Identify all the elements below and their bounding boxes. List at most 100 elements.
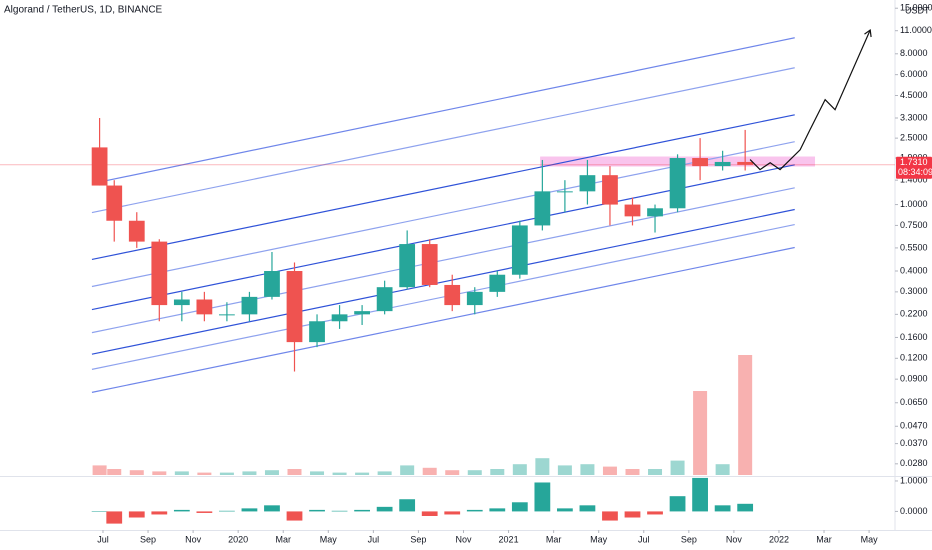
- oscillator-bar: [421, 511, 438, 516]
- y-tick-label: 4.5000: [900, 90, 928, 100]
- volume-bar: [332, 472, 347, 475]
- oscillator-bar: [196, 511, 213, 513]
- y-tick-label: 0.0280: [900, 458, 928, 468]
- candle-body: [602, 175, 618, 205]
- x-tick-label: Sep: [410, 534, 426, 544]
- candle-body: [173, 299, 190, 306]
- volume-bar: [490, 469, 505, 475]
- candle-body: [331, 314, 348, 322]
- osc-tick-label: 1.0000: [900, 475, 928, 485]
- oscillator-bar: [692, 477, 708, 512]
- volume-bar: [648, 469, 663, 475]
- oscillator-bar: [579, 505, 596, 512]
- volume-bar: [129, 470, 144, 475]
- candle-body: [737, 161, 754, 165]
- x-tick-label: Jul: [97, 534, 109, 544]
- volume-bar: [377, 471, 392, 475]
- candle-body: [579, 175, 596, 192]
- y-tick-label: 0.3000: [900, 286, 928, 296]
- candle-body: [399, 244, 416, 288]
- candle-body: [151, 241, 168, 306]
- oscillator-bar: [399, 499, 416, 512]
- y-tick-label: 0.1600: [900, 332, 928, 342]
- oscillator-bar: [647, 511, 663, 515]
- x-tick-label: Sep: [681, 534, 697, 544]
- y-tick-label: 0.1200: [900, 353, 928, 363]
- candle-body: [128, 220, 145, 242]
- volume-bar: [400, 465, 415, 475]
- candle-body: [91, 147, 108, 186]
- oscillator-bar: [602, 511, 618, 521]
- candle-body: [421, 244, 438, 285]
- countdown-label: 08:34:09: [898, 167, 932, 177]
- volume-bar: [535, 458, 550, 475]
- candle-body: [376, 287, 393, 312]
- volume-bar: [287, 469, 302, 475]
- candle-body: [489, 274, 506, 292]
- y-tick-label: 0.0370: [900, 438, 928, 448]
- channel-line: [96, 37, 795, 184]
- candle-body: [106, 185, 123, 221]
- volume-bar: [512, 464, 527, 475]
- volume-bar: [557, 465, 572, 475]
- volume-bar: [445, 470, 460, 475]
- oscillator-bar: [511, 502, 528, 512]
- volume-bar: [219, 472, 234, 475]
- y-tick-label: 0.2200: [900, 309, 928, 319]
- x-tick-label: Mar: [275, 534, 291, 544]
- volume-bar: [422, 467, 437, 475]
- volume-bar: [738, 355, 753, 475]
- oscillator-bar: [489, 508, 506, 512]
- oscillator-bar: [106, 511, 123, 524]
- axis-unit: USDT: [905, 5, 930, 15]
- volume-bar: [197, 472, 212, 475]
- y-tick-label: 0.0470: [900, 421, 928, 431]
- candle-body: [196, 299, 213, 315]
- candle-body: [219, 314, 235, 316]
- x-tick-label: May: [861, 534, 879, 544]
- volume-bar: [152, 471, 167, 475]
- x-tick-label: May: [320, 534, 338, 544]
- oscillator-bar: [534, 482, 551, 512]
- oscillator-bar: [91, 511, 108, 512]
- oscillator-bar: [173, 509, 190, 512]
- volume-bar: [107, 469, 122, 475]
- volume-bar: [580, 464, 595, 475]
- projection-path: [749, 29, 871, 171]
- volume-bar: [242, 471, 257, 475]
- volume-bar: [625, 469, 640, 475]
- candle-body: [647, 208, 663, 217]
- y-tick-label: 1.0000: [900, 199, 928, 209]
- oscillator-bar: [331, 510, 348, 512]
- candle-body: [714, 161, 731, 167]
- oscillator-bar: [376, 506, 393, 512]
- x-tick-label: Jul: [638, 534, 650, 544]
- x-tick-label: Mar: [546, 534, 562, 544]
- x-tick-label: Sep: [140, 534, 156, 544]
- oscillator-bar: [669, 496, 686, 512]
- y-tick-label: 1.4000: [900, 175, 928, 185]
- volume-bar: [92, 465, 107, 475]
- oscillator-bar: [264, 505, 280, 512]
- x-tick-label: Jul: [368, 534, 380, 544]
- candle-body: [692, 158, 708, 167]
- volume-bar: [174, 471, 189, 475]
- candle-body: [444, 284, 461, 306]
- candle-body: [466, 291, 483, 306]
- projection-arrowhead: [864, 28, 872, 38]
- oscillator-bar: [151, 511, 168, 515]
- channel-line: [91, 223, 795, 370]
- candle-body: [511, 225, 528, 275]
- x-tick-label: Nov: [455, 534, 472, 544]
- last-price-box: [896, 156, 932, 179]
- osc-tick-label: 0.0000: [900, 506, 928, 516]
- y-tick-label: 6.0000: [900, 69, 928, 79]
- x-tick-label: May: [590, 534, 608, 544]
- candle-body: [557, 191, 573, 193]
- y-tick-label: 3.3000: [900, 112, 928, 122]
- y-tick-label: 11.0000: [900, 25, 932, 35]
- last-price-label: 1.7310: [900, 157, 928, 167]
- x-tick-label: Nov: [185, 534, 202, 544]
- y-tick-label: 8.0000: [900, 48, 928, 58]
